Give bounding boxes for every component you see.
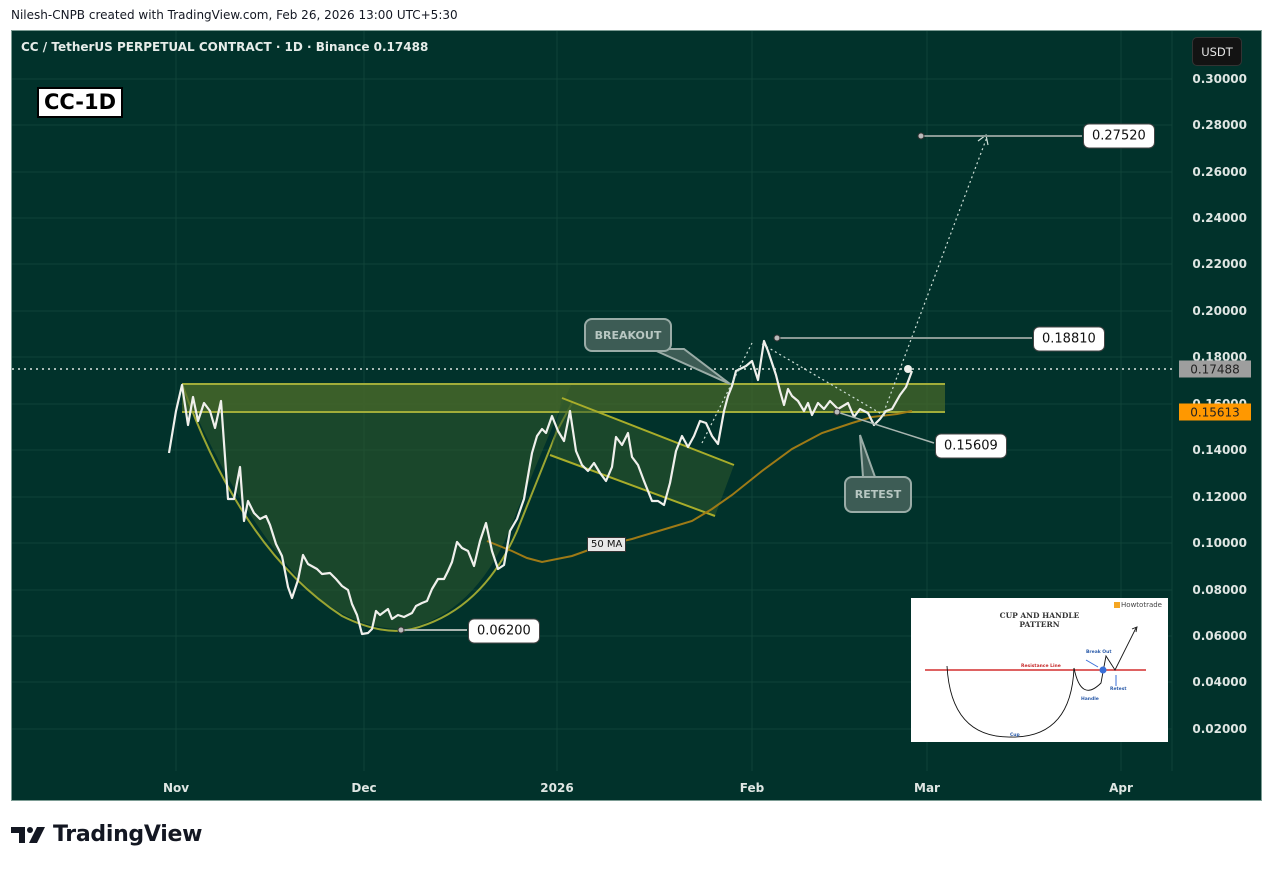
x-tick: Dec <box>351 781 377 795</box>
x-tick: 2026 <box>540 781 574 795</box>
y-tick: 0.04000 <box>1192 675 1247 689</box>
x-tick: Feb <box>739 781 765 795</box>
ma50-label: 50 MA <box>587 537 627 552</box>
y-tick: 0.10000 <box>1192 536 1247 550</box>
inset-retest-label: Retest <box>1110 687 1127 692</box>
handle-upper <box>561 397 735 466</box>
x-tick: Apr <box>1109 781 1133 795</box>
ma50-line <box>486 410 913 564</box>
inset-title: CUP AND HANDLE <box>999 611 1080 620</box>
chart-credit: Nilesh-CNPB created with TradingView.com… <box>11 8 458 22</box>
breakout-callout: BREAKOUT <box>584 318 672 352</box>
x-tick: Nov <box>162 781 190 795</box>
last-price-badge: 0.17488 <box>1179 360 1251 378</box>
y-tick: 0.06000 <box>1192 629 1247 643</box>
y-tick: 0.26000 <box>1192 165 1247 179</box>
y-tick: 0.12000 <box>1192 490 1247 504</box>
symbol-header: CC / TetherUS PERPETUAL CONTRACT · 1D · … <box>21 40 429 54</box>
y-tick: 0.20000 <box>1192 304 1247 318</box>
howtotrade-logo: Howtotrade <box>1114 601 1162 609</box>
chart-panel[interactable]: CC / TetherUS PERPETUAL CONTRACT · 1D · … <box>11 30 1262 801</box>
ma-price-badge: 0.15613 <box>1179 403 1251 421</box>
tradingview-logo-icon <box>11 826 45 843</box>
retest-callout: RETEST <box>844 476 912 513</box>
y-tick: 0.14000 <box>1192 443 1247 457</box>
cup-low-label: 0.06200 <box>468 618 540 644</box>
y-tick: 0.30000 <box>1192 72 1247 86</box>
target-price-label: 0.27520 <box>1083 123 1155 149</box>
currency-button[interactable]: USDT <box>1192 37 1242 66</box>
handle-fill <box>550 398 734 516</box>
inset-subtitle: PATTERN <box>1019 620 1060 629</box>
x-tick: Mar <box>914 781 940 795</box>
last-price-marker <box>904 365 912 373</box>
tradingview-brand: TradingView <box>53 822 203 847</box>
inset-handle-label: Handle <box>1081 697 1099 702</box>
y-tick: 0.08000 <box>1192 583 1247 597</box>
y-tick: 0.22000 <box>1192 257 1247 271</box>
logo-icon <box>1114 602 1121 608</box>
cup-handle-reference-image: CUP AND HANDLE PATTERN Howtotrade Resist… <box>911 598 1168 742</box>
inset-breakout-label: Break Out <box>1086 650 1112 655</box>
y-tick: 0.28000 <box>1192 118 1247 132</box>
tradingview-footer[interactable]: TradingView <box>11 822 202 847</box>
y-tick: 0.24000 <box>1192 211 1247 225</box>
y-tick: 0.02000 <box>1192 722 1247 736</box>
cup-fill <box>182 383 572 630</box>
inset-cup-label: Cup <box>1010 733 1020 738</box>
inset-resistance-label: Resistance Line <box>1021 664 1061 669</box>
projection-arrow <box>881 136 988 418</box>
chart-title-box: CC-1D <box>37 87 124 118</box>
logo-text: Howtotrade <box>1121 601 1162 609</box>
handle-lower <box>549 454 716 517</box>
price-line <box>167 339 914 636</box>
retest-low-label: 0.15609 <box>935 433 1007 459</box>
inset-diagram <box>925 626 1146 738</box>
price-plot[interactable] <box>12 31 1262 801</box>
high-price-label: 0.18810 <box>1033 326 1105 352</box>
